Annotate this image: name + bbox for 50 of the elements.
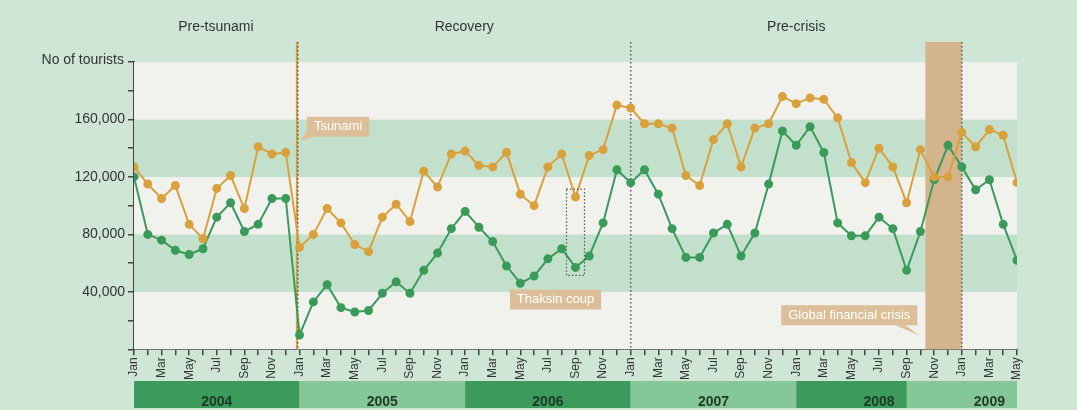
x-tick-label: Jan <box>788 357 803 377</box>
y-tick-label: 80,000 <box>82 225 126 242</box>
ref-line-label: Tsunami <box>313 118 363 134</box>
y-tick-label: 120,000 <box>74 167 126 184</box>
x-tick-label: Mar <box>485 357 500 378</box>
x-tick-label: Sep <box>733 357 748 379</box>
x-tick-label: Mar <box>153 357 168 378</box>
x-tick-label: Jul <box>209 357 224 373</box>
x-tick-label: Jul <box>871 357 886 373</box>
x-tick-label: Nov <box>926 357 941 379</box>
x2-tick-label: 2007 <box>697 393 730 410</box>
x-tick-label: Sep <box>236 357 251 379</box>
x-tick-label: Sep <box>402 357 417 379</box>
text: Recovery <box>434 17 494 34</box>
text: Pre-crisis <box>767 17 826 34</box>
x-tick-label: Jan <box>954 357 969 377</box>
band-label: Global financial crisis <box>788 306 911 322</box>
x-tick-label: Nov <box>429 357 444 379</box>
x-tick-label: Sep <box>898 357 913 379</box>
x-tick-label: Jan <box>126 357 141 377</box>
x-tick-label: Jan <box>623 357 637 377</box>
x2-tick-label: 2004 <box>201 393 233 410</box>
x-tick-label: May <box>512 357 527 380</box>
x-tick-label: Jan <box>457 357 472 377</box>
x-tick-label: May <box>678 357 693 380</box>
x-tick-label: Jan <box>291 357 306 377</box>
x-tick-label: Jul <box>540 357 555 373</box>
x-tick-label: Jul <box>374 357 389 373</box>
x-tick-label: Nov <box>595 357 610 379</box>
x-tick-label: May <box>843 357 858 380</box>
x-tick-label: May <box>181 357 196 380</box>
x-tick-label: Mar <box>816 357 831 378</box>
x-tick-label: Sep <box>567 357 582 379</box>
x2-tick-label: 2006 <box>532 393 564 410</box>
y-tick-label: 160,000 <box>74 110 126 127</box>
x2-tick-label: 2008 <box>863 393 895 410</box>
y-axis-title: No of tourists <box>41 50 124 67</box>
annotation: Thaksin coup <box>516 291 595 307</box>
x-tick-label: Mar <box>981 357 996 378</box>
x-tick-label: Mar <box>319 357 334 378</box>
x-tick-label: Nov <box>264 357 279 379</box>
x2-tick-label: 2005 <box>366 393 399 410</box>
y-tick-label: 40,000 <box>82 282 126 299</box>
x-tick-label: May <box>347 357 362 380</box>
x-tick-label: May <box>1009 357 1024 380</box>
x-tick-label: Mar <box>650 357 665 378</box>
x-tick-label: Jul <box>705 357 720 373</box>
x2-tick-label: 2009 <box>973 393 1006 410</box>
text: Pre-tsunami <box>178 17 254 34</box>
x-tick-label: Nov <box>760 357 775 379</box>
